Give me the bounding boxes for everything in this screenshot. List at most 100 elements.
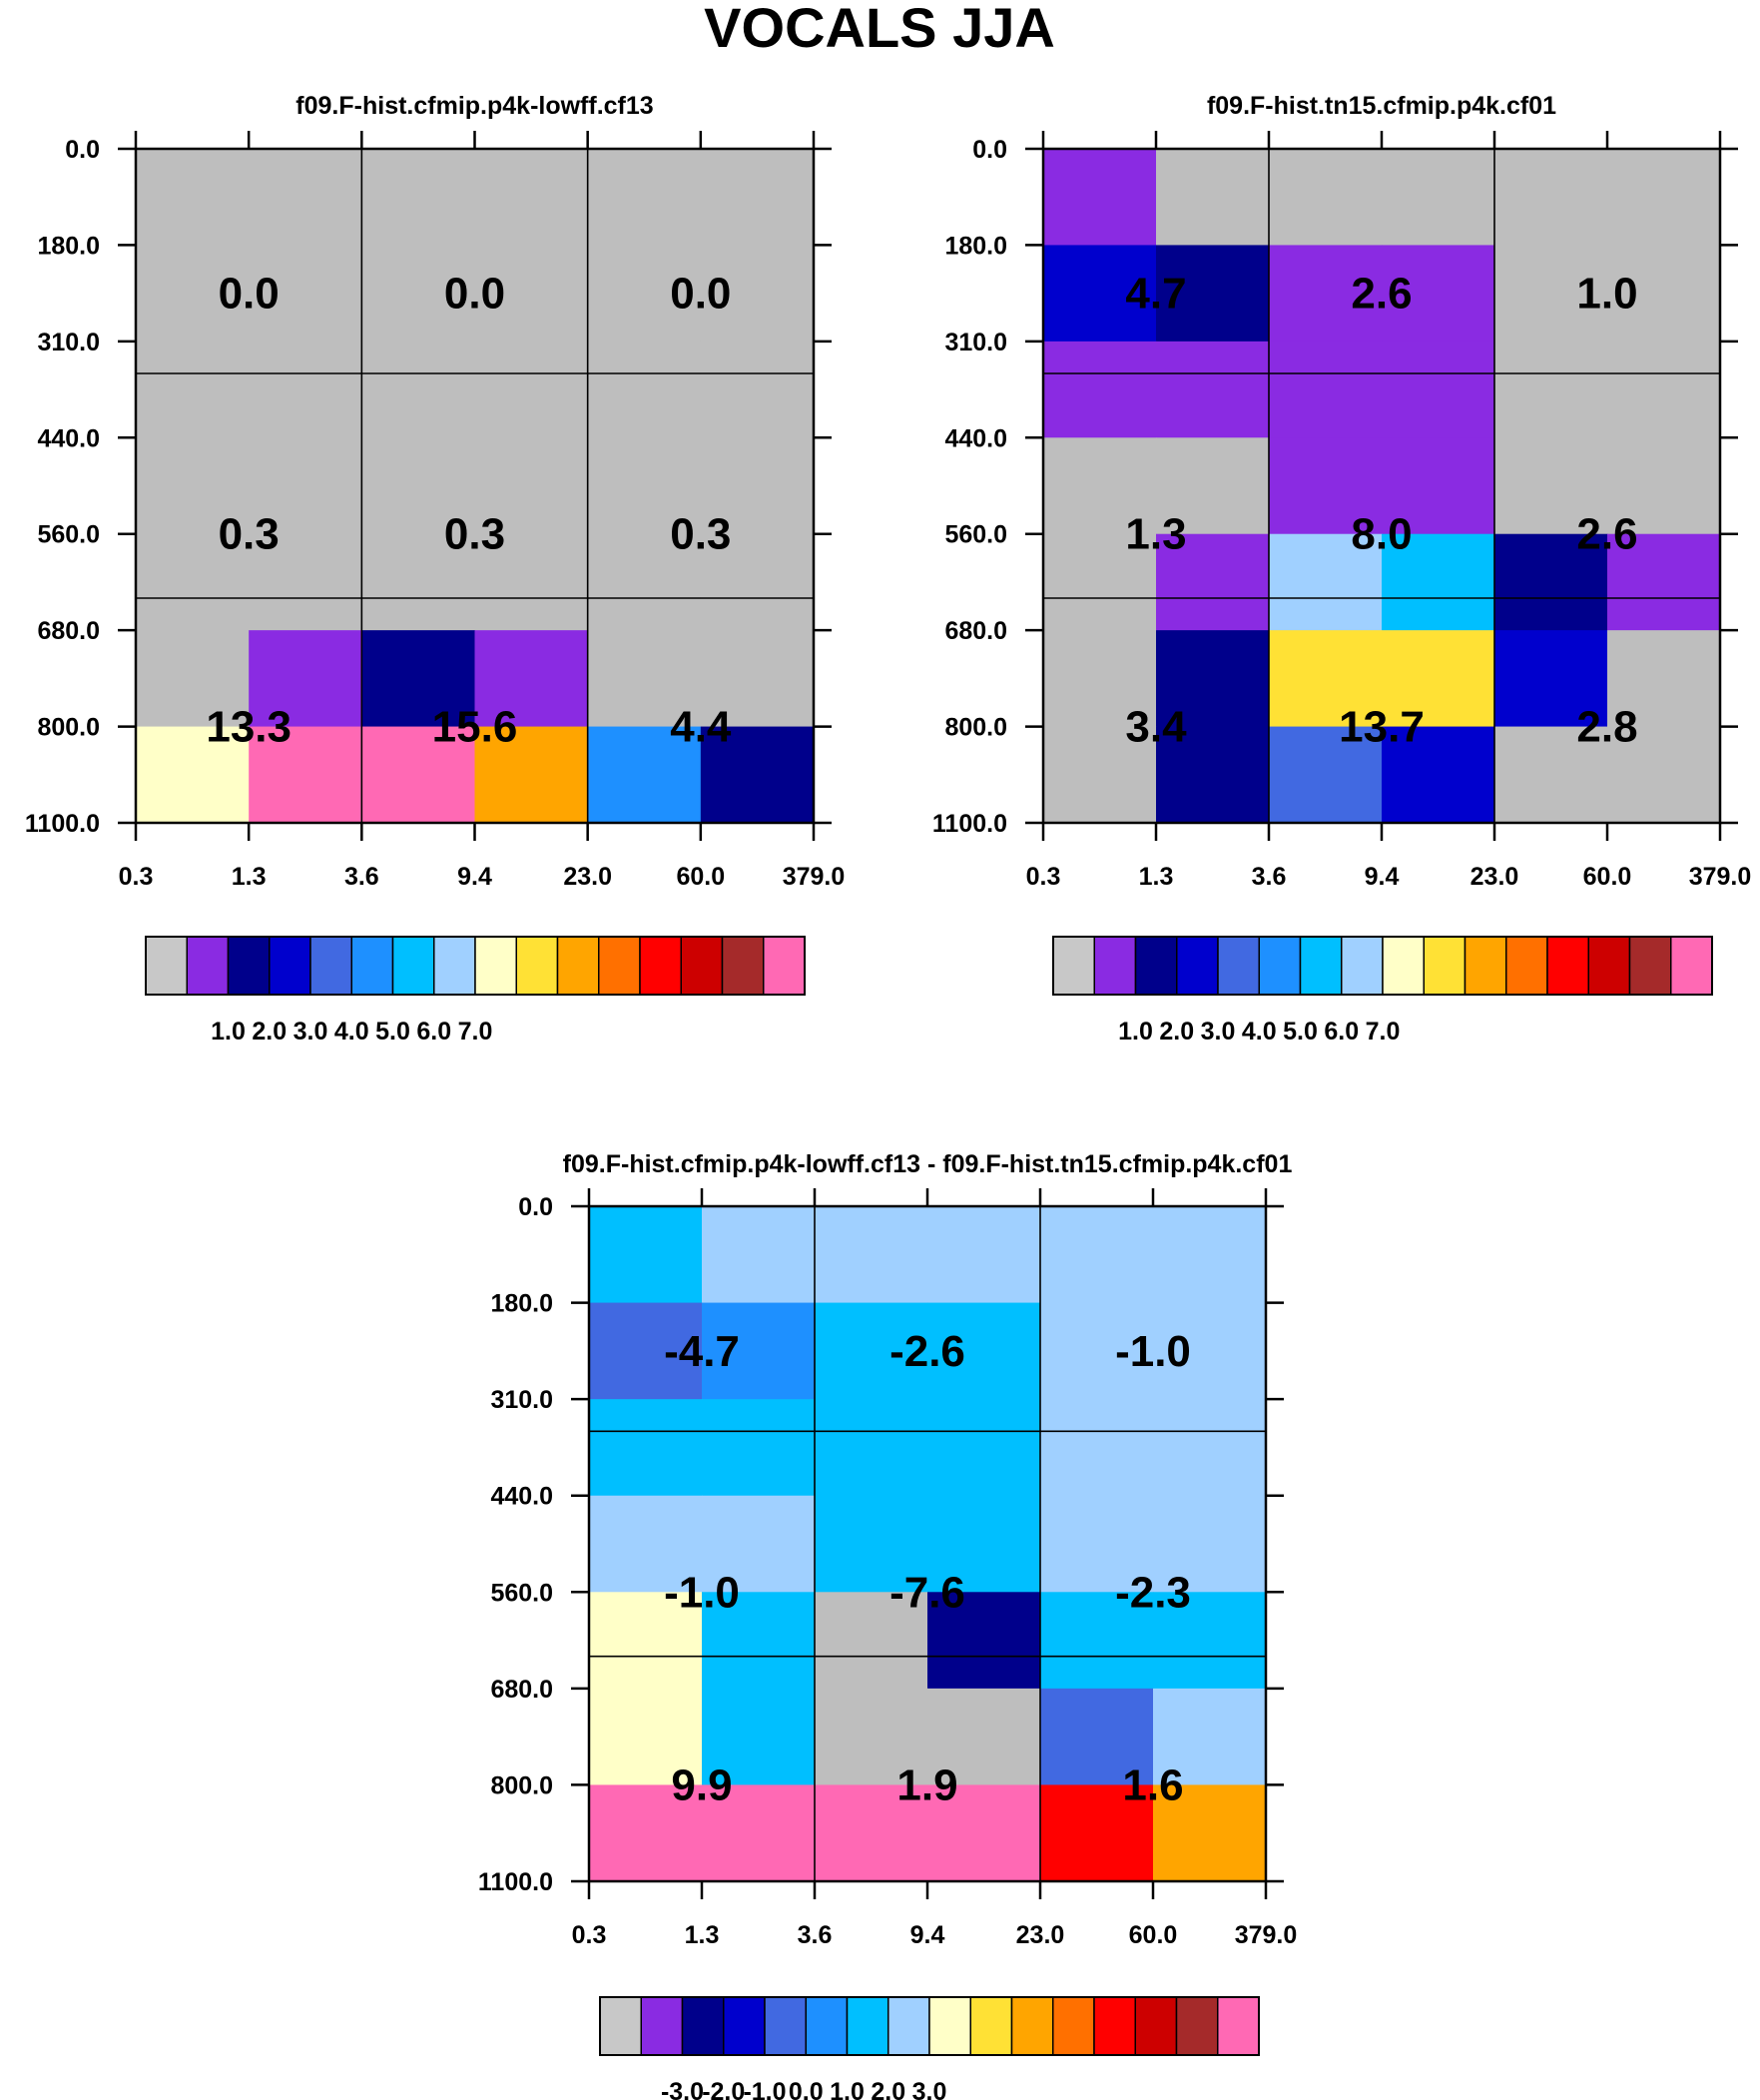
- heatmap-cell: [1382, 437, 1495, 535]
- y-tick-label: 440.0: [944, 424, 1007, 452]
- y-tick-label: 800.0: [944, 714, 1007, 742]
- heatmap-cell: [589, 1206, 703, 1304]
- y-tick-label: 680.0: [490, 1676, 553, 1704]
- heatmap-cell: [1040, 1302, 1154, 1400]
- heatmap-cell: [1607, 437, 1721, 535]
- heatmap-cell: [474, 437, 589, 535]
- heatmap-cell: [1043, 245, 1157, 343]
- colorbar-tick-label: -1.0: [743, 2078, 786, 2100]
- heatmap-cell: [927, 1206, 1041, 1304]
- colorbar-swatch: [681, 1996, 725, 2056]
- heatmap-cell: [700, 245, 815, 343]
- box-value-label: 3.4: [1125, 703, 1187, 752]
- heatmap-cell: [1607, 726, 1721, 824]
- y-tick-label: 0.0: [518, 1193, 553, 1221]
- heatmap-cell: [1269, 630, 1383, 728]
- heatmap-cell: [1043, 726, 1157, 824]
- x-tick-label: 1.3: [685, 1921, 720, 1949]
- heatmap-cell: [702, 1592, 816, 1690]
- heatmap-cell: [249, 630, 362, 728]
- box-value-label: 13.3: [206, 703, 292, 752]
- heatmap-cell: [249, 437, 362, 535]
- heatmap-cell: [1043, 341, 1157, 438]
- heatmap-cell: [1269, 437, 1383, 535]
- colorbar-swatch: [599, 1996, 642, 2056]
- colorbar-tick-label: 5.0: [1283, 1018, 1318, 1046]
- colorbar-swatch: [1546, 936, 1589, 996]
- heatmap-cell: [361, 341, 475, 438]
- heatmap-cell: [1494, 630, 1608, 728]
- heatmap-cell: [136, 437, 250, 535]
- heatmap-cell: [927, 1688, 1041, 1785]
- colorbar-swatch: [1258, 936, 1302, 996]
- heatmap-cell: [700, 437, 815, 535]
- colorbar-tick-label: 4.0: [334, 1018, 369, 1046]
- colorbar-frame: [599, 1996, 1260, 2056]
- heatmap-cell: [249, 726, 362, 824]
- heatmap-cell: [815, 1688, 928, 1785]
- heatmap-cell: [702, 1495, 816, 1593]
- heatmap-cell: [361, 437, 475, 535]
- heatmap-cell: [589, 1399, 703, 1497]
- colorbar-swatch: [391, 936, 435, 996]
- heatmap-cell: [927, 1399, 1041, 1497]
- heatmap-cell: [589, 1302, 703, 1400]
- box-value-label: 4.7: [1125, 270, 1186, 319]
- heatmap-cell: [815, 1784, 928, 1882]
- colorbar-swatch: [640, 1996, 684, 2056]
- heatmap-cell: [1156, 533, 1270, 631]
- colorbar-tick-label: 5.0: [375, 1018, 410, 1046]
- heatmap-cell: [589, 1592, 703, 1690]
- colorbar-tick-label: 3.0: [912, 2078, 947, 2100]
- colorbar-tick-label: -3.0: [661, 2078, 704, 2100]
- x-tick-label: 23.0: [1470, 863, 1519, 891]
- colorbar-swatch: [1176, 936, 1219, 996]
- heatmap-cell: [474, 245, 589, 343]
- y-tick-label: 0.0: [65, 136, 100, 164]
- heatmap-cell: [815, 1206, 928, 1304]
- heatmap-cell: [1040, 1495, 1154, 1593]
- x-tick-label: 0.3: [1026, 863, 1061, 891]
- colorbar-swatch: [1670, 936, 1713, 996]
- heatmap-cell: [1607, 149, 1721, 246]
- heatmap-cell: [1156, 341, 1270, 438]
- colorbar-frame: [145, 936, 806, 996]
- x-tick-label: 60.0: [1583, 863, 1632, 891]
- x-tick-label: 23.0: [563, 863, 612, 891]
- heatmap-cell: [474, 630, 589, 728]
- y-tick-label: 310.0: [37, 329, 100, 356]
- y-tick-label: 180.0: [490, 1290, 553, 1318]
- heatmap-cell: [1153, 1688, 1267, 1785]
- box-value-label: 15.6: [432, 703, 518, 752]
- x-tick-label: 1.3: [1139, 863, 1174, 891]
- heatmap-cell: [1043, 630, 1157, 728]
- colorbar-tick-label: 2.0: [871, 2078, 905, 2100]
- heatmap-cell: [587, 245, 702, 343]
- heatmap-cell: [702, 1399, 816, 1497]
- colorbar-swatch: [846, 1996, 889, 2056]
- colorbar-swatch: [1505, 936, 1548, 996]
- heatmap-cell: [1269, 726, 1383, 824]
- x-tick-label: 3.6: [344, 863, 379, 891]
- heatmap-cell: [1494, 149, 1608, 246]
- colorbar-tick-label: 1.0: [1118, 1018, 1153, 1046]
- box-value-label: 9.9: [671, 1760, 732, 1809]
- y-tick-label: 560.0: [944, 521, 1007, 549]
- heatmap-cell: [587, 341, 702, 438]
- x-tick-label: 379.0: [1689, 863, 1752, 891]
- heatmap-cell: [815, 1495, 928, 1593]
- colorbar-swatch: [556, 936, 600, 996]
- heatmap-cell: [1153, 1302, 1267, 1400]
- box-value-label: -2.6: [889, 1327, 965, 1376]
- heatmap-cell: [589, 1784, 703, 1882]
- heatmap-cell: [815, 1302, 928, 1400]
- heatmap-cell: [1494, 341, 1608, 438]
- heatmap-cell: [1043, 149, 1157, 246]
- colorbar-swatch: [764, 1996, 807, 2056]
- heatmap-cell: [587, 149, 702, 246]
- heatmap-cell: [474, 726, 589, 824]
- colorbar-swatch: [1175, 1996, 1219, 2056]
- colorbar-swatch: [350, 936, 394, 996]
- colorbar-swatch: [639, 936, 682, 996]
- heatmap-cell: [361, 245, 475, 343]
